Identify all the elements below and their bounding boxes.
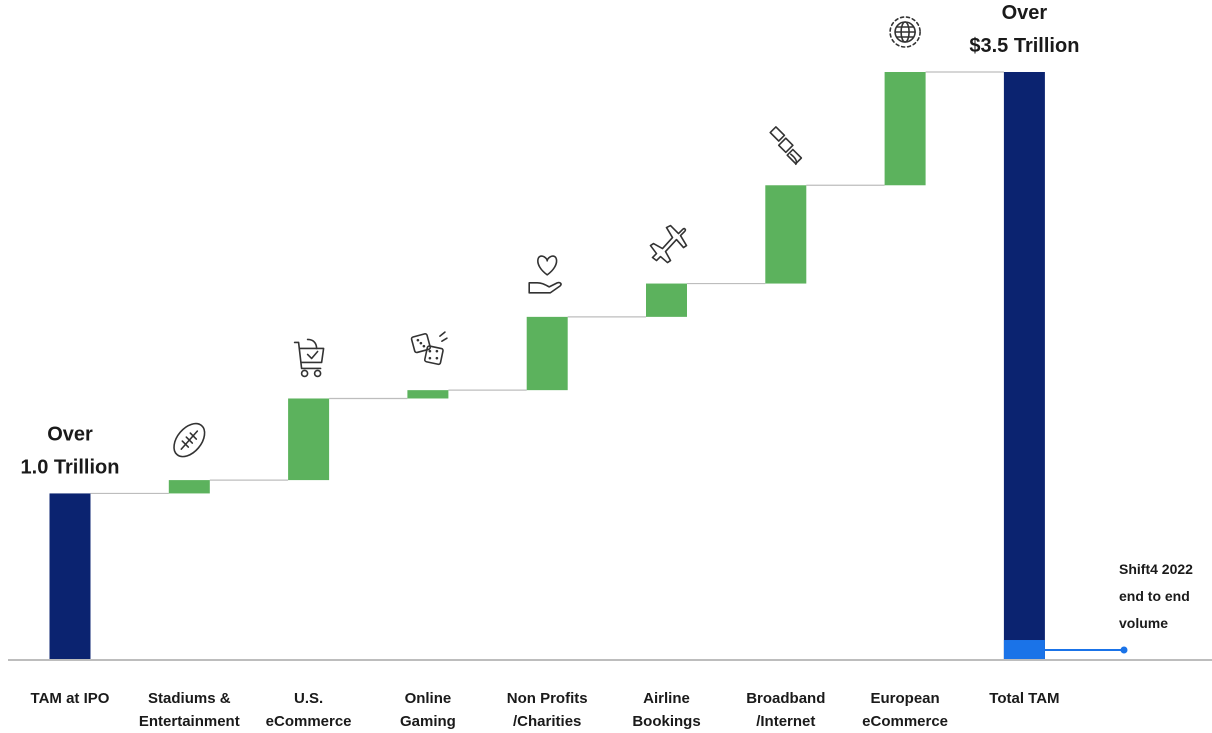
shopping-cart-icon <box>293 338 325 378</box>
category-label: Stadiums & Entertainment <box>139 690 240 730</box>
dice-icon <box>410 331 448 366</box>
category-label: U.S. eCommerce <box>266 690 352 730</box>
highlight-pointer-dot <box>1120 646 1128 654</box>
category-label: Total TAM <box>989 690 1059 707</box>
total-label: Over $3.5 Trillion <box>969 2 1079 57</box>
heart-hand-icon <box>528 255 562 294</box>
satellite-icon <box>769 126 803 166</box>
football-icon <box>173 422 206 458</box>
highlight-segment <box>1003 640 1045 660</box>
bar-total-tam <box>1003 72 1045 660</box>
highlight-label: Shift4 2022 end to end volume <box>1119 561 1193 631</box>
category-label: Non Profits/Charities <box>507 690 588 730</box>
bar-u-s-ecommerce <box>288 398 330 481</box>
bar-european-ecommerce <box>884 72 926 186</box>
bar-non-profits-charities <box>526 316 568 391</box>
bar-stadiums-entertainment <box>168 480 210 494</box>
bar-tam-at-ipo <box>49 493 91 660</box>
bar-broadband-internet <box>765 185 807 284</box>
category-label: TAM at IPO <box>31 690 110 707</box>
bar-airline-bookings <box>646 283 687 317</box>
category-label: Broadband/Internet <box>746 690 825 730</box>
globe-icon <box>889 16 921 48</box>
airplane-icon <box>649 224 688 264</box>
category-label: Online Gaming <box>400 690 456 730</box>
bar-online-gaming <box>407 390 449 399</box>
category-label: Airline Bookings <box>632 690 700 730</box>
total-label: Over 1.0 Trillion <box>21 423 120 478</box>
category-label: European eCommerce <box>862 690 948 730</box>
